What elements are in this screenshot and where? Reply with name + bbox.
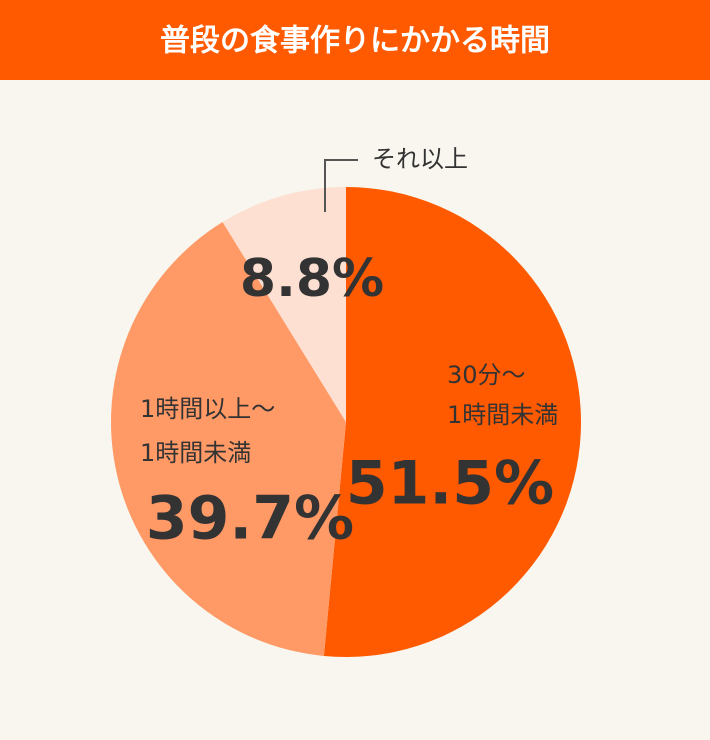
category-label: 1時間未満: [140, 439, 251, 467]
value-label: 8.8%: [240, 249, 384, 309]
category-label: 1時間以上～: [140, 395, 275, 423]
chart-title: 普段の食事作りにかかる時間: [160, 24, 550, 59]
value-label: 39.7%: [146, 484, 354, 554]
category-label: 30分～: [447, 361, 526, 389]
category-label: それ以上: [372, 145, 468, 173]
pie-slice: [222, 187, 346, 422]
pie-slice: [111, 222, 347, 656]
category-label: 1時間未満: [447, 401, 558, 429]
pie: [111, 187, 582, 658]
value-label: 51.5%: [346, 449, 554, 519]
leader-line: [324, 159, 358, 212]
title-bar: [0, 0, 710, 80]
pie-slice: [323, 187, 582, 658]
